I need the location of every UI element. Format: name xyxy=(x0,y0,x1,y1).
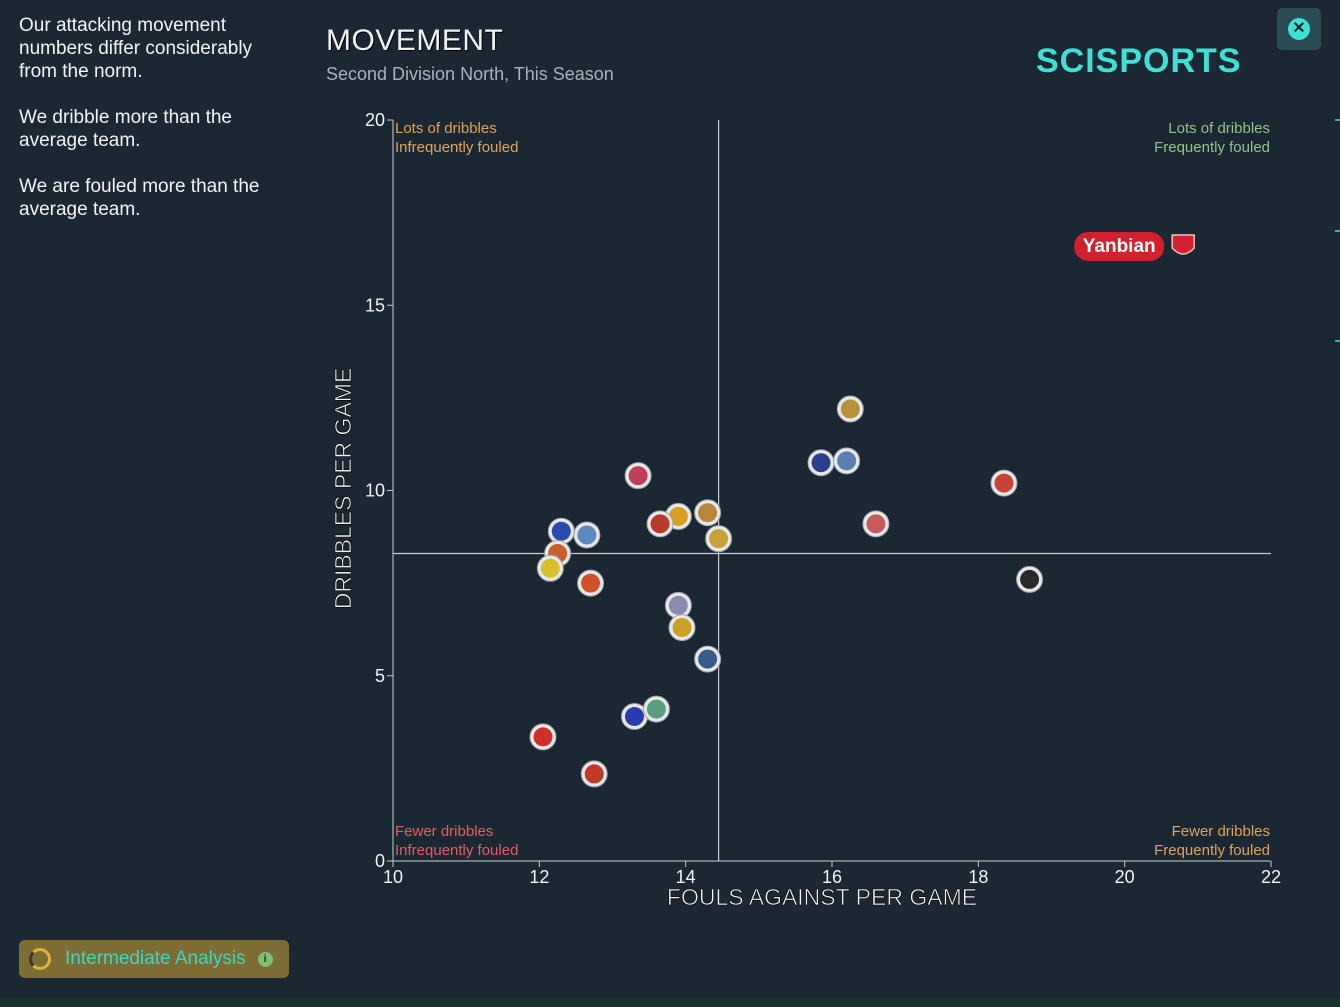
x-tick-label: 10 xyxy=(383,867,403,887)
y-tick-label: 15 xyxy=(365,295,385,315)
bottom-bar xyxy=(0,997,1340,1007)
team-crest-icon xyxy=(840,399,860,419)
y-tick-label: 10 xyxy=(365,481,385,501)
highlight-team-label: Yanbian xyxy=(1083,236,1156,257)
close-button[interactable]: ✕ xyxy=(1277,8,1321,50)
team-crest-icon xyxy=(646,699,666,719)
team-crest-icon xyxy=(698,503,718,523)
analysis-level-label: Intermediate Analysis xyxy=(65,948,246,969)
team-crest-icon xyxy=(709,529,729,549)
analysis-level-badge[interactable]: Intermediate Analysis i xyxy=(19,940,289,978)
y-axis-title: DRIBBLES PER GAME xyxy=(330,368,356,610)
summary-paragraph-2: We dribble more than the average team. xyxy=(19,107,232,151)
team-crest-icon xyxy=(672,618,692,638)
info-icon[interactable]: i xyxy=(257,951,273,967)
progress-ring-icon xyxy=(29,948,51,970)
highlight-team-pill xyxy=(1074,231,1165,261)
team-crest-icon xyxy=(866,514,886,534)
quadrant-label-top-right: Lots of dribbles xyxy=(1168,120,1270,137)
highlight-team-crest-icon xyxy=(1171,234,1195,255)
x-tick-label: 12 xyxy=(529,867,549,887)
y-tick-label: 20 xyxy=(365,110,385,130)
summary-paragraph-3: We are fouled more than the average team… xyxy=(19,176,260,220)
summary-paragraph-1: Our attacking movement numbers differ co… xyxy=(19,15,253,82)
edge-markers xyxy=(1334,0,1340,1007)
x-tick-label: 22 xyxy=(1261,867,1281,887)
quadrant-label-bottom-left: Fewer dribbles xyxy=(395,823,493,840)
quadrant-label-bottom-right: Fewer dribbles xyxy=(1172,823,1270,840)
team-crest-icon xyxy=(577,525,597,545)
quadrant-label-top-left: Lots of dribbles xyxy=(395,120,497,137)
team-crest-icon xyxy=(1020,569,1040,589)
team-crest-icon xyxy=(811,453,831,473)
team-crest-icon xyxy=(551,521,571,541)
y-tick-label: 5 xyxy=(375,666,385,686)
close-icon: ✕ xyxy=(1288,18,1310,40)
x-axis-title: FOULS AGAINST PER GAME xyxy=(667,884,977,910)
x-tick-label: 20 xyxy=(1115,867,1135,887)
team-crest-icon xyxy=(581,573,601,593)
team-crest-icon xyxy=(668,506,688,526)
quadrant-label-top-right: Frequently fouled xyxy=(1154,139,1270,156)
team-crest-icon xyxy=(584,764,604,784)
quadrant-label-top-left: Infrequently fouled xyxy=(395,139,518,156)
team-crest-icon xyxy=(650,514,670,534)
x-tick-label: 14 xyxy=(676,867,696,887)
summary-text: Our attacking movement numbers differ co… xyxy=(19,14,289,244)
team-crest-icon xyxy=(994,473,1014,493)
quadrant-label-bottom-left: Infrequently fouled xyxy=(395,842,518,859)
team-crest-icon xyxy=(533,727,553,747)
chart-subtitle: Second Division North, This Season xyxy=(326,64,614,84)
team-crest-icon xyxy=(628,466,648,486)
quadrant-label-bottom-right: Frequently fouled xyxy=(1154,842,1270,859)
team-crest-icon xyxy=(668,595,688,615)
chart-title: MOVEMENT xyxy=(326,24,504,57)
team-crest-icon xyxy=(698,649,718,669)
y-tick-label: 0 xyxy=(375,851,385,871)
brand-logo: SCISPORTS xyxy=(1036,42,1242,80)
team-crest-icon xyxy=(837,451,857,471)
team-crest-icon xyxy=(540,558,560,578)
team-crest-icon xyxy=(624,707,644,727)
x-tick-label: 18 xyxy=(968,867,988,887)
x-tick-label: 16 xyxy=(822,867,842,887)
